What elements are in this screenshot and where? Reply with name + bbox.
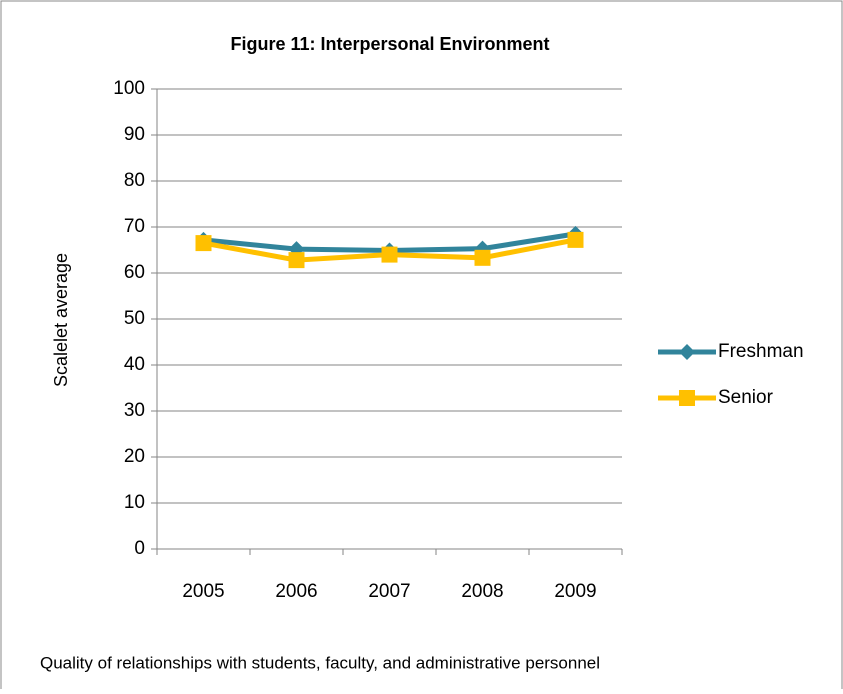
y-tick-label: 100 <box>113 78 145 99</box>
y-tick-label: 70 <box>124 216 145 237</box>
y-tick-label: 0 <box>134 538 145 559</box>
point <box>195 235 212 252</box>
point <box>381 246 398 263</box>
x-tick-label: 2008 <box>461 581 503 602</box>
y-tick-label: 30 <box>124 400 145 421</box>
caption: Quality of relationships with students, … <box>40 653 600 672</box>
y-tick-label: 50 <box>124 308 145 329</box>
y-axis-label: Scalelet average <box>51 253 71 387</box>
x-tick-label: 2006 <box>275 581 317 602</box>
legend-label: Freshman <box>718 341 804 362</box>
legend-marker <box>679 344 695 360</box>
y-tick-label: 10 <box>124 492 145 513</box>
chart-title: Figure 11: Interpersonal Environment <box>230 34 549 54</box>
y-tick-label: 60 <box>124 262 145 283</box>
y-tick-label: 40 <box>124 354 145 375</box>
x-tick-label: 2009 <box>554 581 596 602</box>
point <box>567 231 584 248</box>
y-tick-label: 80 <box>124 170 145 191</box>
y-tick-label: 20 <box>124 446 145 467</box>
point <box>474 249 491 266</box>
x-tick-label: 2007 <box>368 581 410 602</box>
legend-marker <box>679 390 695 406</box>
point <box>288 252 305 269</box>
x-tick-label: 2005 <box>182 581 224 602</box>
legend-label: Senior <box>718 387 774 408</box>
y-tick-label: 90 <box>124 124 145 145</box>
